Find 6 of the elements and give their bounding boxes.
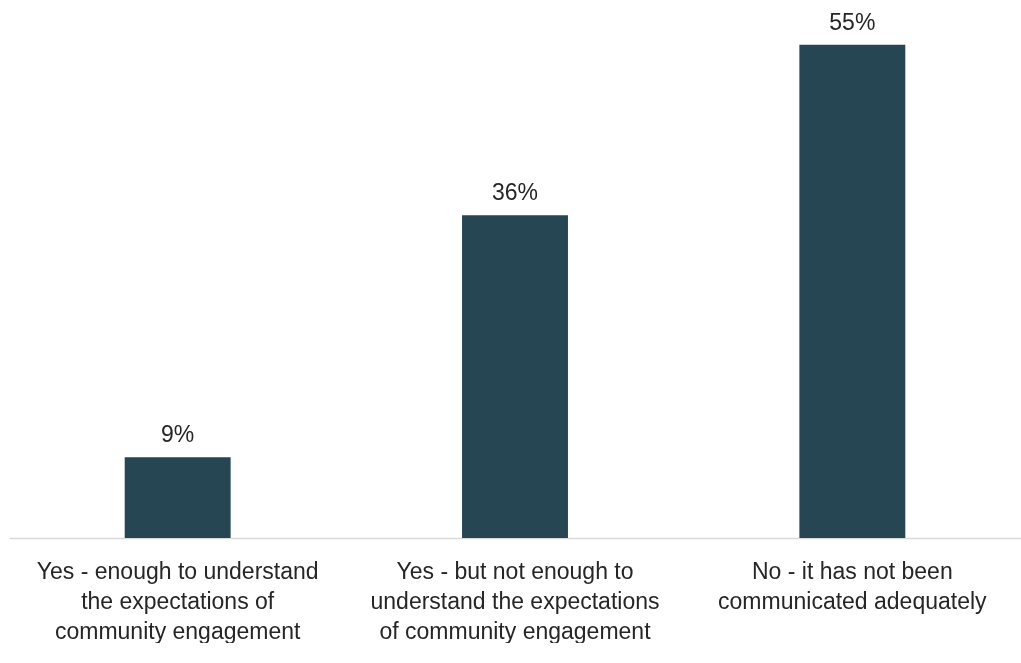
x-tick-label: Yes - enough to understand the expectations of community engagement <box>36 557 319 644</box>
data-label: 55% <box>829 8 876 35</box>
x-tick-label: Yes - but not enough to understand the expectations of community engagement <box>370 557 660 644</box>
data-label: 9% <box>161 421 195 448</box>
data-label: 36% <box>491 179 539 206</box>
x-tick-label: No - it has not been communicated adequately <box>718 557 988 614</box>
